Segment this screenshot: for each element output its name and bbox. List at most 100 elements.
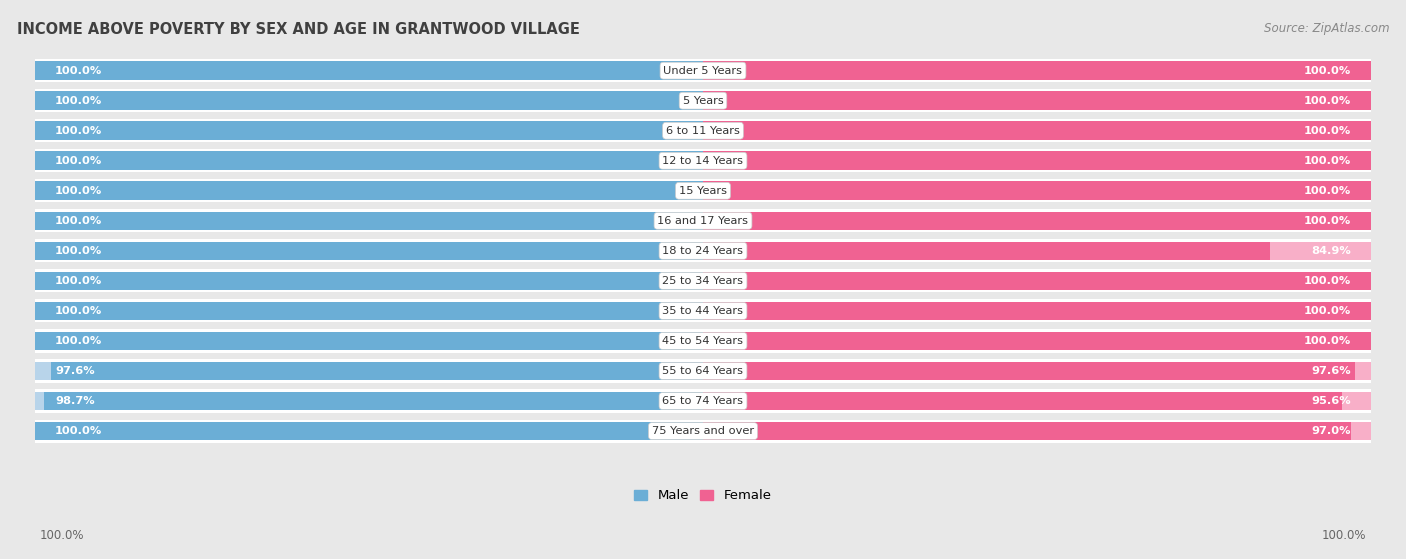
Bar	[703, 302, 1371, 320]
Bar	[35, 331, 703, 350]
Text: 97.6%: 97.6%	[55, 366, 94, 376]
Bar	[35, 61, 703, 80]
Text: 6 to 11 Years: 6 to 11 Years	[666, 126, 740, 136]
Text: 100.0%: 100.0%	[55, 336, 103, 346]
Bar	[703, 241, 1270, 260]
Bar	[35, 179, 1371, 202]
Text: 100.0%: 100.0%	[1303, 216, 1351, 226]
Bar	[703, 151, 1371, 170]
Bar	[35, 359, 1371, 382]
Bar	[703, 392, 1341, 410]
Text: 100.0%: 100.0%	[55, 246, 103, 256]
Text: 35 to 44 Years: 35 to 44 Years	[662, 306, 744, 316]
Text: 100.0%: 100.0%	[55, 96, 103, 106]
Bar	[703, 241, 1371, 260]
Bar	[703, 302, 1371, 320]
Bar	[44, 392, 703, 410]
Bar	[35, 302, 703, 320]
Text: 15 Years: 15 Years	[679, 186, 727, 196]
Text: Under 5 Years: Under 5 Years	[664, 65, 742, 75]
Text: 100.0%: 100.0%	[1303, 126, 1351, 136]
Bar	[35, 241, 703, 260]
Text: 100.0%: 100.0%	[1303, 336, 1351, 346]
Text: 16 and 17 Years: 16 and 17 Years	[658, 216, 748, 226]
Bar	[35, 151, 703, 170]
Bar	[703, 182, 1371, 200]
Bar	[35, 269, 1371, 292]
Bar	[703, 362, 1355, 380]
Bar	[35, 331, 703, 350]
Text: 18 to 24 Years: 18 to 24 Years	[662, 246, 744, 256]
Text: 100.0%: 100.0%	[55, 186, 103, 196]
Text: 98.7%: 98.7%	[55, 396, 94, 406]
Bar	[703, 362, 1371, 380]
Text: 100.0%: 100.0%	[55, 216, 103, 226]
Bar	[35, 209, 1371, 233]
Text: 100.0%: 100.0%	[1303, 156, 1351, 166]
Bar	[703, 211, 1371, 230]
Bar	[35, 59, 1371, 82]
Bar	[703, 91, 1371, 110]
Text: 12 to 14 Years: 12 to 14 Years	[662, 156, 744, 166]
Bar	[35, 272, 703, 290]
Bar	[703, 331, 1371, 350]
Text: 55 to 64 Years: 55 to 64 Years	[662, 366, 744, 376]
Bar	[35, 419, 1371, 443]
Text: Source: ZipAtlas.com: Source: ZipAtlas.com	[1264, 22, 1389, 35]
Bar	[703, 61, 1371, 80]
Bar	[35, 300, 1371, 323]
Text: 100.0%: 100.0%	[1303, 276, 1351, 286]
Bar	[703, 211, 1371, 230]
Bar	[703, 151, 1371, 170]
Text: 25 to 34 Years: 25 to 34 Years	[662, 276, 744, 286]
Bar	[35, 211, 703, 230]
Text: 100.0%: 100.0%	[55, 126, 103, 136]
Bar	[703, 392, 1371, 410]
Text: 45 to 54 Years: 45 to 54 Years	[662, 336, 744, 346]
Bar	[35, 421, 703, 440]
Text: 97.6%: 97.6%	[1312, 366, 1351, 376]
Bar	[35, 362, 703, 380]
Bar	[35, 211, 703, 230]
Text: 100.0%: 100.0%	[1303, 306, 1351, 316]
Bar	[35, 329, 1371, 353]
Text: 65 to 74 Years: 65 to 74 Years	[662, 396, 744, 406]
Bar	[703, 121, 1371, 140]
Text: 100.0%: 100.0%	[1303, 96, 1351, 106]
Bar	[35, 421, 703, 440]
Bar	[35, 182, 703, 200]
Bar	[703, 121, 1371, 140]
Bar	[703, 182, 1371, 200]
Bar	[35, 302, 703, 320]
Text: 100.0%: 100.0%	[55, 156, 103, 166]
Text: 84.9%: 84.9%	[1312, 246, 1351, 256]
Bar	[703, 272, 1371, 290]
Text: 95.6%: 95.6%	[1312, 396, 1351, 406]
Text: 75 Years and over: 75 Years and over	[652, 426, 754, 436]
Text: 100.0%: 100.0%	[1303, 65, 1351, 75]
Bar	[35, 119, 1371, 143]
Text: 5 Years: 5 Years	[683, 96, 723, 106]
Bar	[35, 149, 1371, 172]
Text: 100.0%: 100.0%	[55, 426, 103, 436]
Bar	[703, 61, 1371, 80]
Legend: Male, Female: Male, Female	[628, 484, 778, 508]
Bar	[35, 272, 703, 290]
Bar	[35, 61, 703, 80]
Text: INCOME ABOVE POVERTY BY SEX AND AGE IN GRANTWOOD VILLAGE: INCOME ABOVE POVERTY BY SEX AND AGE IN G…	[17, 22, 579, 37]
Bar	[35, 121, 703, 140]
Bar	[703, 91, 1371, 110]
Text: 100.0%: 100.0%	[55, 65, 103, 75]
Bar	[35, 239, 1371, 262]
Text: 100.0%: 100.0%	[1303, 186, 1351, 196]
Bar	[35, 121, 703, 140]
Bar	[35, 241, 703, 260]
Text: 97.0%: 97.0%	[1312, 426, 1351, 436]
Bar	[51, 362, 703, 380]
Bar	[35, 91, 703, 110]
Text: 100.0%: 100.0%	[55, 276, 103, 286]
Bar	[703, 331, 1371, 350]
Bar	[35, 182, 703, 200]
Bar	[703, 421, 1371, 440]
Bar	[35, 151, 703, 170]
